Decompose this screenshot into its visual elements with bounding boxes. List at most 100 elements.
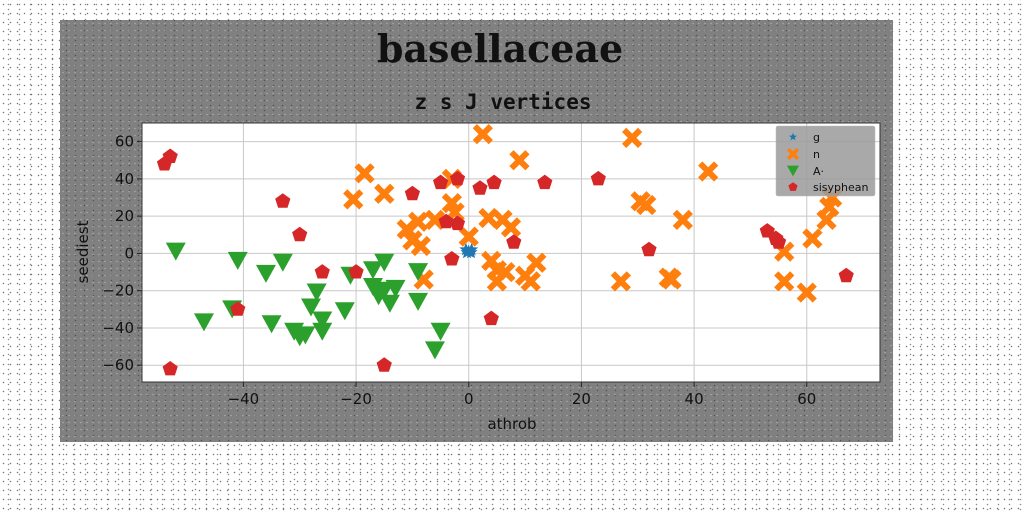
point-triangle_down [334,302,355,321]
legend-box [775,125,876,197]
point-x [636,194,657,216]
figure-panel: basellaceae z s J vertices −40 −20 0 20 40 60… [60,20,893,442]
point-x [500,217,522,238]
point-triangle_down [272,253,293,272]
point-x [472,124,493,145]
legend-label-a: A· [813,165,824,178]
y-axis-label: seediest [74,220,92,283]
point-triangle_down [312,311,333,330]
x-tick-label: 0 [464,390,474,408]
plot-frame [141,122,881,383]
point-triangle_down [193,313,214,332]
point-pentagon [292,226,308,242]
point-x [661,269,682,290]
y-tick-label: 0 [124,244,134,262]
point-triangle_down [165,242,186,261]
point-pentagon [404,185,420,201]
legend-label-n: n [813,148,820,161]
legend-marker-star [789,132,797,141]
point-pentagon [486,174,502,190]
point-x [610,271,631,292]
point-pentagon [162,148,178,163]
axis-ticks: −40 −20 0 20 40 60 −60 −40 −20 0 20 40 60 [102,133,816,408]
point-x [526,252,547,273]
point-triangle_down [408,263,429,282]
point-x [410,235,431,257]
point-pentagon [759,223,775,238]
point-pentagon [275,193,291,208]
legend-label-sisyphean: sisyphean [813,181,868,194]
point-pentagon [230,301,246,316]
legend-marker-pentagon [788,182,798,191]
point-pentagon [590,170,606,186]
point-x [343,189,364,210]
point-triangle_down [430,322,451,341]
legend-marker-triangle_down [787,165,799,177]
point-star [464,245,478,259]
point-triangle_down [362,261,383,280]
point-pentagon [506,234,522,249]
point-x [458,226,479,247]
point-x [495,261,516,283]
legend: g n A· sisyphean [775,125,876,197]
point-pentagon [483,310,499,326]
chart-suptitle: basellaceae [377,26,623,71]
point-triangle_down [312,322,333,341]
point-pentagon [376,357,392,372]
y-tick-label: −60 [102,356,134,374]
x-tick-label: 40 [685,390,704,408]
x-axis-label: athrob [487,415,536,433]
point-x [374,183,395,204]
y-tick-label: 60 [115,133,134,151]
x-tick-label: −40 [228,390,260,408]
point-pentagon [438,213,454,229]
point-x [407,211,429,232]
x-tick-label: 20 [572,390,591,408]
point-triangle_down [379,294,400,313]
point-triangle_down [255,264,276,283]
point-pentagon [449,215,466,231]
plot-area [141,122,881,383]
y-tick-label: 40 [115,170,134,188]
point-x [520,271,541,292]
point-pentagon [162,361,178,376]
point-x [354,163,375,184]
point-x [424,209,446,231]
point-pentagon [433,174,449,190]
point-pentagon [348,264,364,279]
y-tick-label: −40 [102,319,134,337]
point-triangle_down [424,341,445,360]
point-triangle_down [408,292,429,311]
point-x [774,271,795,292]
point-pentagon [472,180,488,195]
scatter-chart: basellaceae z s J vertices −40 −20 0 20 40 60… [74,26,881,433]
point-triangle_down [301,298,322,317]
point-triangle_down [306,283,327,302]
point-triangle_down [385,279,406,298]
point-pentagon [444,251,460,266]
point-triangle_down [261,315,282,334]
point-triangle_down [227,251,248,270]
point-pentagon [314,264,330,279]
point-x [796,282,817,303]
point-x [802,228,823,249]
point-pentagon [838,267,854,283]
data-points [156,124,854,376]
point-x [698,161,719,182]
y-tick-label: 20 [115,207,134,225]
x-tick-label: −20 [340,390,372,408]
legend-label-g: g [813,131,820,144]
point-x [622,127,643,149]
x-tick-label: 60 [797,390,816,408]
chart-title: z s J vertices [414,90,591,114]
y-tick-label: −20 [102,282,134,300]
point-x [509,150,530,171]
point-pentagon [768,230,784,245]
point-pentagon [537,174,553,190]
point-triangle_down [295,326,316,345]
point-x [672,209,693,231]
point-pentagon [641,241,657,257]
point-pentagon [449,170,466,186]
legend-markers [786,132,800,191]
legend-marker-x [786,147,800,161]
